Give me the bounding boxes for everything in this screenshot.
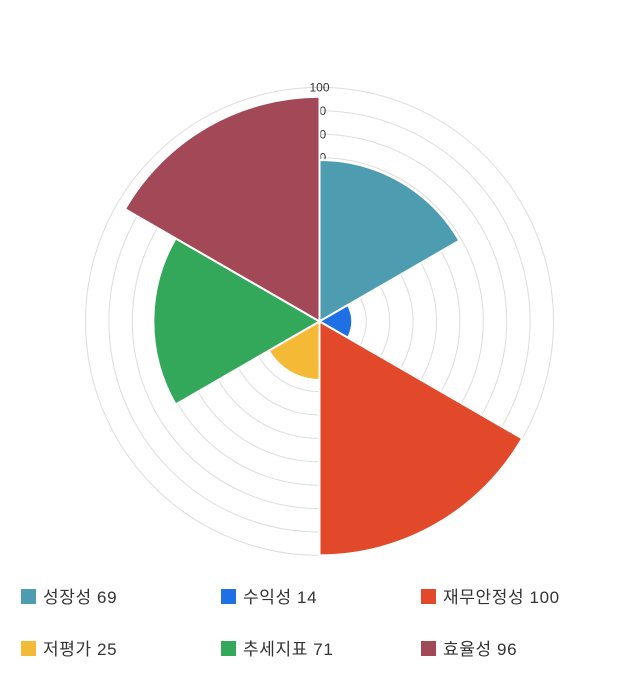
svg-text:성장성 69: 성장성 69 xyxy=(43,588,117,607)
svg-text:효율성 96: 효율성 96 xyxy=(443,640,517,659)
svg-text:저평가 25: 저평가 25 xyxy=(43,640,117,659)
svg-text:추세지표 71: 추세지표 71 xyxy=(243,640,333,659)
svg-text:수익성 14: 수익성 14 xyxy=(243,588,317,607)
svg-text:재무안정성 100: 재무안정성 100 xyxy=(443,588,560,607)
svg-text:100: 100 xyxy=(309,81,329,95)
